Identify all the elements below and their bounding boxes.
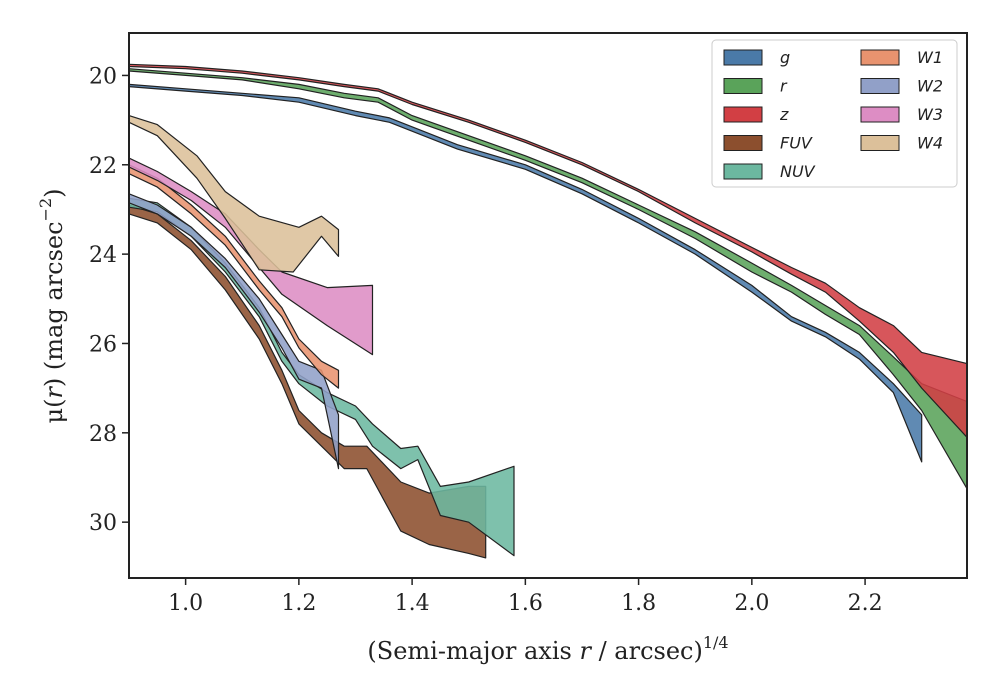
x-tick-label: 1.6 bbox=[508, 591, 543, 616]
legend-label-fuv: FUV bbox=[780, 134, 813, 153]
y-tick-label: 28 bbox=[89, 422, 117, 447]
legend-label-w4: W4 bbox=[917, 134, 943, 153]
x-axis: 1.0 1.2 1.4 1.6 1.8 2.0 2.2 bbox=[168, 578, 883, 616]
legend-swatch-w4 bbox=[860, 135, 900, 151]
y-tick-label: 30 bbox=[89, 511, 117, 536]
series-band-w4 bbox=[128, 114, 340, 273]
x-tick-label: 2.2 bbox=[848, 591, 883, 616]
x-tick-label: 1.2 bbox=[281, 591, 316, 616]
series-band-w1 bbox=[128, 164, 340, 389]
x-tick-label: 1.0 bbox=[168, 591, 203, 616]
y-tick-label: 22 bbox=[89, 154, 117, 179]
series-band-fuv bbox=[128, 204, 487, 559]
legend-label-w3: W3 bbox=[917, 105, 943, 124]
x-tick-label: 1.4 bbox=[395, 591, 430, 616]
x-tick-label: 2.0 bbox=[734, 591, 769, 616]
legend-label-w2: W2 bbox=[917, 77, 943, 96]
plot-frame bbox=[128, 32, 968, 579]
legend-swatch-r bbox=[723, 78, 763, 94]
legend-label-r: r bbox=[780, 77, 788, 96]
x-tick-label: 1.8 bbox=[621, 591, 656, 616]
y-tick-label: 20 bbox=[89, 64, 117, 89]
legend-swatch-w2 bbox=[860, 78, 900, 94]
series-band-w2 bbox=[128, 193, 340, 470]
legend-label-z: z bbox=[779, 105, 789, 124]
y-axis: 20 22 24 26 28 30 bbox=[89, 64, 129, 536]
legend-label-g: g bbox=[780, 48, 790, 67]
legend-swatch-fuv bbox=[723, 135, 763, 151]
legend-label-w1: W1 bbox=[917, 48, 943, 67]
legend-swatch-w1 bbox=[860, 49, 900, 66]
series-band-g bbox=[128, 83, 923, 463]
y-axis-label: μ(r) (mag arcsec−2) bbox=[36, 188, 68, 423]
legend-swatch-nuv bbox=[723, 163, 763, 180]
legend-swatch-z bbox=[723, 106, 763, 123]
x-axis-label: (Semi-major axis r / arcsec)1/4 bbox=[367, 633, 728, 665]
legend-swatch-g bbox=[723, 49, 763, 66]
legend-label-nuv: NUV bbox=[780, 162, 816, 181]
y-tick-label: 24 bbox=[89, 243, 117, 268]
legend-swatch-w3 bbox=[860, 106, 900, 123]
y-tick-label: 26 bbox=[89, 332, 117, 357]
series-band-nuv bbox=[128, 197, 515, 557]
legend: grz FUV NUV W1 W2 W3 W4 bbox=[711, 39, 958, 188]
